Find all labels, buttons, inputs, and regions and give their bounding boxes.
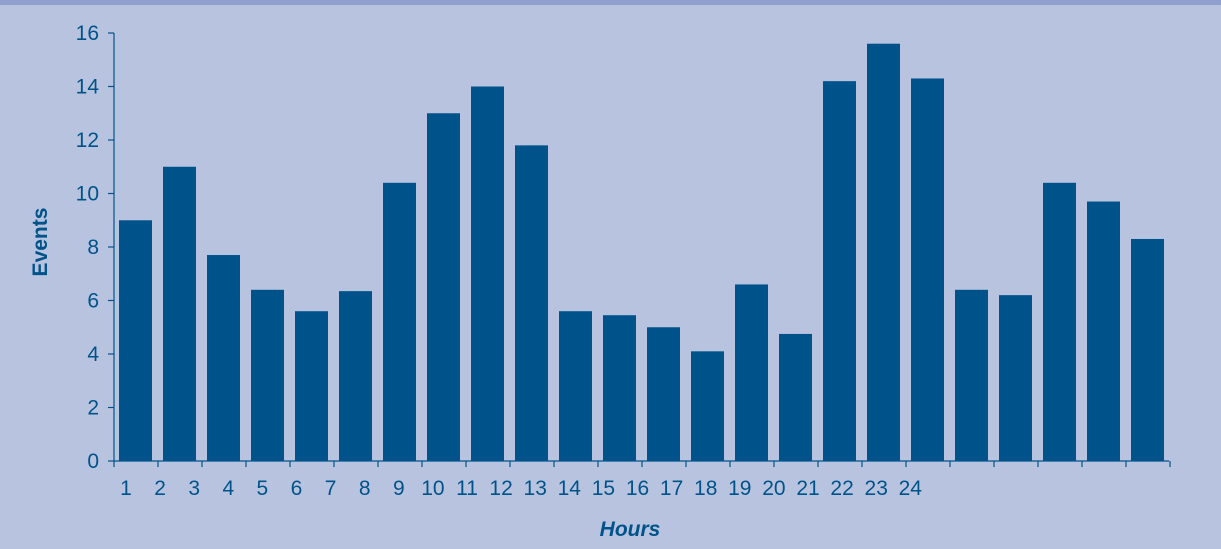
bar-hour-11 bbox=[559, 311, 592, 461]
y-tick-label: 10 bbox=[76, 183, 99, 206]
y-tick-label: 6 bbox=[87, 290, 99, 313]
x-tick-label: 2 bbox=[154, 477, 166, 500]
bar-hour-20 bbox=[955, 289, 988, 461]
bar-hour-3 bbox=[207, 255, 240, 461]
x-tick-label: 22 bbox=[830, 477, 853, 500]
x-tick-label: 12 bbox=[489, 477, 512, 500]
y-axis-label: Events bbox=[29, 208, 52, 277]
x-tick-label: 7 bbox=[325, 477, 337, 500]
bar-hour-9 bbox=[471, 86, 504, 461]
x-tick-label: 21 bbox=[796, 477, 819, 500]
bar-hour-19 bbox=[911, 78, 944, 461]
y-tick-label: 14 bbox=[76, 76, 100, 99]
bar-hour-14 bbox=[691, 351, 724, 461]
bar-hour-15 bbox=[735, 284, 768, 461]
bar-hour-16 bbox=[779, 333, 812, 461]
bar-hour-1 bbox=[119, 220, 152, 461]
bar-hour-13 bbox=[647, 327, 680, 461]
x-tick-label: 11 bbox=[456, 477, 478, 500]
x-tick-label: 23 bbox=[865, 477, 888, 500]
x-tick-label: 10 bbox=[421, 477, 444, 500]
y-tick-label: 12 bbox=[76, 129, 99, 152]
x-tick-label: 1 bbox=[120, 477, 132, 500]
bar-hour-4 bbox=[251, 289, 284, 461]
bar-hour-24 bbox=[1131, 238, 1164, 461]
y-tick-label: 2 bbox=[87, 397, 99, 420]
x-tick-label: 13 bbox=[524, 477, 547, 500]
x-tick-label: 20 bbox=[762, 477, 785, 500]
bar-hour-8 bbox=[427, 113, 460, 461]
bar-hour-2 bbox=[163, 166, 196, 461]
bar-hour-17 bbox=[823, 81, 856, 462]
y-tick-label: 8 bbox=[87, 236, 99, 259]
bar-hour-21 bbox=[999, 295, 1032, 461]
y-tick-label: 16 bbox=[76, 22, 99, 45]
x-tick-label: 19 bbox=[728, 477, 751, 500]
x-tick-label: 6 bbox=[291, 477, 303, 500]
x-tick-label: 5 bbox=[257, 477, 269, 500]
x-tick-label: 24 bbox=[899, 477, 923, 500]
x-axis-label: Hours bbox=[600, 518, 661, 541]
bar-hour-6 bbox=[339, 291, 372, 461]
x-tick-label: 18 bbox=[694, 477, 717, 500]
bar-hour-22 bbox=[1043, 182, 1076, 462]
x-tick-label: 16 bbox=[626, 477, 649, 500]
x-tick-label: 8 bbox=[359, 477, 371, 500]
bar-hour-7 bbox=[383, 182, 416, 462]
x-tick-label: 3 bbox=[188, 477, 200, 500]
y-tick-label: 0 bbox=[87, 450, 99, 473]
x-ticks-group: 1 2 3 4 5 6 7 8 9 10 11 12 13 14 15 16 17 18 19 20 21 22 23 24 bbox=[113, 461, 1171, 500]
x-tick-label: 9 bbox=[393, 477, 405, 500]
bar-hour-12 bbox=[603, 315, 636, 461]
y-ticks-group: 0 2 4 6 8 10 12 14 16 bbox=[76, 22, 114, 473]
x-tick-label: 17 bbox=[660, 477, 683, 500]
bar-hour-5 bbox=[295, 311, 328, 461]
x-tick-label: 15 bbox=[592, 477, 615, 500]
x-tick-label: 4 bbox=[222, 477, 234, 500]
bar-hour-10 bbox=[515, 145, 548, 461]
bar-hour-23 bbox=[1087, 201, 1120, 461]
y-tick-label: 4 bbox=[87, 343, 99, 366]
bar-hour-18 bbox=[867, 43, 900, 461]
top-rule bbox=[0, 0, 1221, 5]
bars-group bbox=[119, 43, 1164, 462]
x-tick-label: 14 bbox=[558, 477, 582, 500]
